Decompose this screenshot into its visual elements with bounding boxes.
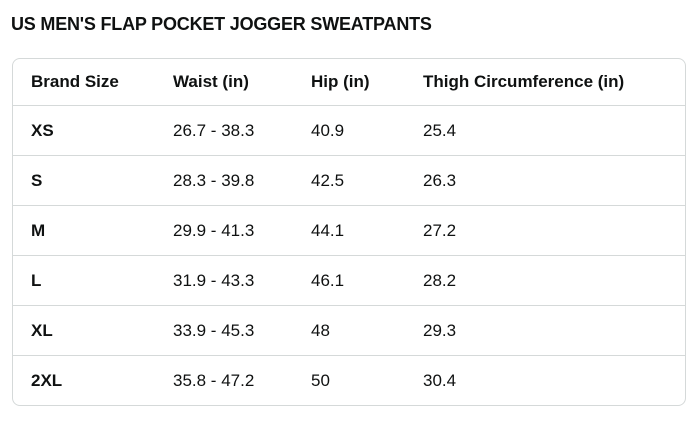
hip-cell: 44.1: [311, 205, 423, 256]
table-row: 2XL 35.8 - 47.2 50 30.4: [13, 356, 685, 406]
hip-cell: 40.9: [311, 105, 423, 156]
brand-size-cell: XS: [13, 105, 173, 156]
hip-cell: 46.1: [311, 255, 423, 306]
table-row: M 29.9 - 41.3 44.1 27.2: [13, 205, 685, 256]
header-row: Brand Size Waist (in) Hip (in) Thigh Cir…: [13, 59, 685, 106]
column-header-brand-size: Brand Size: [13, 59, 173, 106]
page-title: US MEN'S FLAP POCKET JOGGER SWEATPANTS: [11, 14, 432, 34]
thigh-cell: 28.2: [423, 255, 685, 306]
column-header-hip: Hip (in): [311, 59, 423, 106]
brand-size-cell: M: [13, 205, 173, 256]
table-row: S 28.3 - 39.8 42.5 26.3: [13, 155, 685, 206]
hip-cell: 50: [311, 370, 330, 390]
waist-cell: 33.9 - 45.3: [173, 305, 311, 356]
brand-size-cell: L: [13, 255, 173, 306]
waist-cell: 35.8 - 47.2: [173, 370, 255, 390]
brand-size-cell: 2XL: [31, 370, 63, 390]
waist-cell: 31.9 - 43.3: [173, 255, 311, 306]
table-header: Brand Size Waist (in) Hip (in) Thigh Cir…: [13, 59, 685, 106]
thigh-cell: 25.4: [423, 105, 685, 156]
table-body: XS 26.7 - 38.3 40.9 25.4 S 28.3 - 39.8 4…: [13, 105, 685, 406]
table-row: XL 33.9 - 45.3 48 29.3: [13, 305, 685, 356]
thigh-cell: 30.4: [423, 370, 457, 390]
size-chart-table: Brand Size Waist (in) Hip (in) Thigh Cir…: [13, 59, 685, 405]
table-row: XS 26.7 - 38.3 40.9 25.4: [13, 105, 685, 156]
size-chart-card: Brand Size Waist (in) Hip (in) Thigh Cir…: [12, 58, 686, 406]
thigh-cell: 27.2: [423, 205, 685, 256]
hip-cell: 48: [311, 305, 423, 356]
table-row: L 31.9 - 43.3 46.1 28.2: [13, 255, 685, 306]
waist-cell: 26.7 - 38.3: [173, 105, 311, 156]
brand-size-cell: XL: [13, 305, 173, 356]
waist-cell: 29.9 - 41.3: [173, 205, 311, 256]
waist-cell: 28.3 - 39.8: [173, 155, 311, 206]
column-header-thigh-circumference: Thigh Circumference (in): [423, 59, 685, 106]
thigh-cell: 29.3: [423, 305, 685, 356]
column-header-waist: Waist (in): [173, 59, 311, 106]
thigh-cell: 26.3: [423, 155, 685, 206]
hip-cell: 42.5: [311, 155, 423, 206]
brand-size-cell: S: [13, 155, 173, 206]
